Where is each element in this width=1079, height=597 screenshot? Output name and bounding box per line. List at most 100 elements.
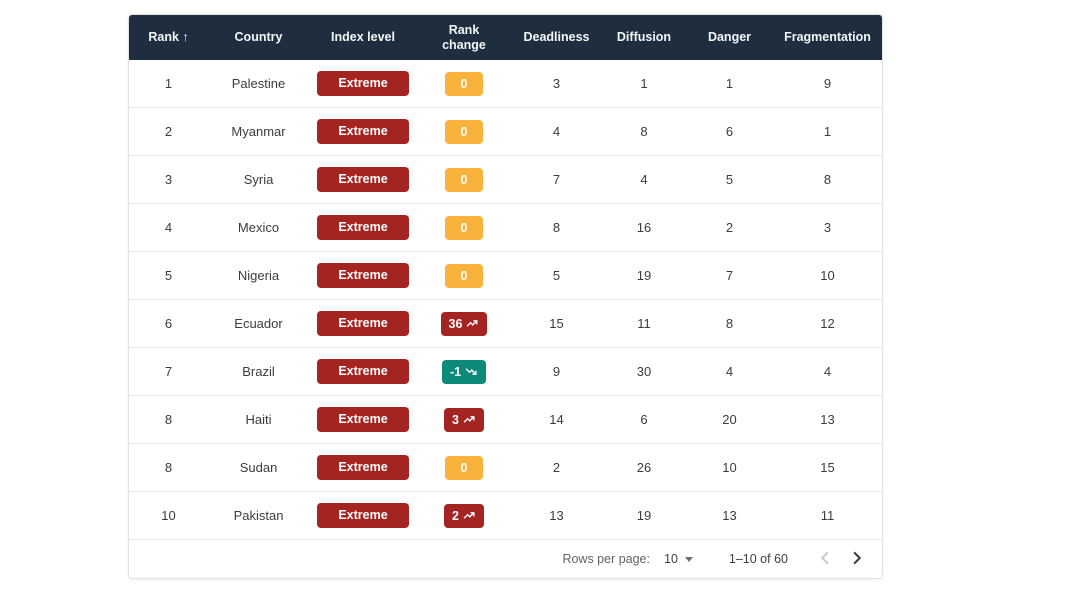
column-header-rank_change[interactable]: Rank change [417,23,511,53]
cell-rank: 6 [164,316,173,331]
rank-change-badge: 0 [445,119,483,144]
rows-per-page-value: 10 [664,552,678,566]
cell-index-level: Extreme [309,119,417,144]
cell-rank-change: 2 [417,503,511,528]
cell-rank: 3 [164,172,173,187]
rank-change-value: 2 [452,508,459,523]
column-label: Index level [331,30,395,44]
rank-change-value: -1 [449,364,462,379]
cell-rank: 10 [161,508,176,523]
table-row: 4 Mexico Extreme 0 8 16 2 3 [129,204,882,252]
table-row: 1 Palestine Extreme 0 3 1 1 9 [129,60,882,108]
previous-page-button[interactable] [816,549,833,570]
cell-deadliness: 7 [552,172,561,187]
cell-index-level: Extreme [309,407,417,432]
index-level-badge: Extreme [317,311,409,336]
cell-danger: 2 [725,220,734,235]
cell-index-level: Extreme [309,71,417,96]
table-row: 10 Pakistan Extreme 2 13 19 13 11 [129,492,882,540]
column-label: Danger [707,30,752,44]
rank-change-value: 0 [460,268,468,283]
cell-rank-change: 0 [417,71,511,96]
next-page-button[interactable] [849,549,866,570]
column-header-danger[interactable]: Danger [686,30,773,45]
trending-down-icon [465,365,478,378]
cell-fragmentation: 15 [820,460,835,475]
rank-change-value: 3 [452,412,459,427]
column-label: Fragmentation [784,30,871,44]
index-level-badge: Extreme [317,263,409,288]
rows-per-page-select[interactable]: 10 [664,552,693,566]
index-level-badge: Extreme [317,71,409,96]
cell-fragmentation: 9 [823,76,832,91]
cell-fragmentation: 13 [820,412,835,427]
conflict-index-table: Rank ↑ Country Index level Rank change Deadl… [128,14,883,579]
table-body: 1 Palestine Extreme 0 3 1 1 9 2 Myanmar Extreme 0 4 8… [129,60,882,540]
trending-up-icon [463,509,476,522]
rank-change-badge: -1 [441,359,487,384]
cell-deadliness: 3 [552,76,561,91]
cell-deadliness: 4 [552,124,561,139]
cell-diffusion: 11 [637,316,651,331]
column-header-rank[interactable]: Rank ↑ [129,30,208,45]
cell-country: Haiti [245,412,272,427]
table-row: 5 Nigeria Extreme 0 5 19 7 10 [129,252,882,300]
cell-danger: 20 [722,412,737,427]
column-label: Rank [148,30,179,44]
cell-fragmentation: 11 [820,508,835,523]
column-header-index_level[interactable]: Index level [309,30,417,45]
cell-diffusion: 8 [640,124,648,139]
column-header-country[interactable]: Country [208,30,309,45]
index-level-badge: Extreme [317,455,409,480]
cell-index-level: Extreme [309,263,417,288]
cell-country: Brazil [242,364,275,379]
rank-change-badge: 0 [445,167,483,192]
dropdown-caret-icon [684,556,693,562]
cell-rank-change: 0 [417,263,511,288]
rank-change-badge: 0 [445,71,483,96]
rank-change-badge: 3 [444,407,484,432]
cell-rank-change: 0 [417,455,511,480]
cell-fragmentation: 10 [820,268,835,283]
cell-danger: 10 [722,460,737,475]
column-header-deadliness[interactable]: Deadliness [511,30,602,45]
table-row: 8 Haiti Extreme 3 14 6 20 13 [129,396,882,444]
column-header-fragmentation[interactable]: Fragmentation [773,30,882,45]
index-level-badge: Extreme [317,167,409,192]
cell-rank-change: 0 [417,119,511,144]
cell-index-level: Extreme [309,455,417,480]
cell-danger: 7 [725,268,734,283]
index-level-badge: Extreme [317,503,409,528]
column-label: Rank change [442,22,486,52]
rank-change-badge: 0 [445,263,483,288]
cell-deadliness: 9 [552,364,561,379]
cell-diffusion: 30 [636,364,652,379]
cell-country: Palestine [231,76,286,91]
cell-fragmentation: 8 [823,172,832,187]
cell-index-level: Extreme [309,311,417,336]
table-row: 3 Syria Extreme 0 7 4 5 8 [129,156,882,204]
cell-deadliness: 15 [549,316,564,331]
rank-change-badge: 0 [445,215,483,240]
chevron-left-icon [820,551,829,568]
cell-fragmentation: 3 [823,220,832,235]
cell-deadliness: 2 [552,460,561,475]
cell-rank: 8 [164,412,173,427]
rank-change-value: 0 [460,172,468,187]
cell-index-level: Extreme [309,503,417,528]
rank-change-value: 0 [460,460,468,475]
index-level-badge: Extreme [317,215,409,240]
cell-country: Pakistan [233,508,284,523]
column-label: Deadliness [523,30,590,44]
table-header-row: Rank ↑ Country Index level Rank change Deadl… [129,15,882,60]
cell-rank: 8 [164,460,173,475]
cell-danger: 4 [725,364,734,379]
column-header-diffusion[interactable]: Diffusion [602,30,686,45]
cell-danger: 6 [725,124,734,139]
sort-ascending-icon: ↑ [178,30,189,44]
cell-danger: 1 [725,76,734,91]
cell-danger: 8 [725,316,734,331]
cell-rank: 4 [164,220,173,235]
table-row: 8 Sudan Extreme 0 2 26 10 15 [129,444,882,492]
rows-per-page-label: Rows per page: [562,552,650,566]
